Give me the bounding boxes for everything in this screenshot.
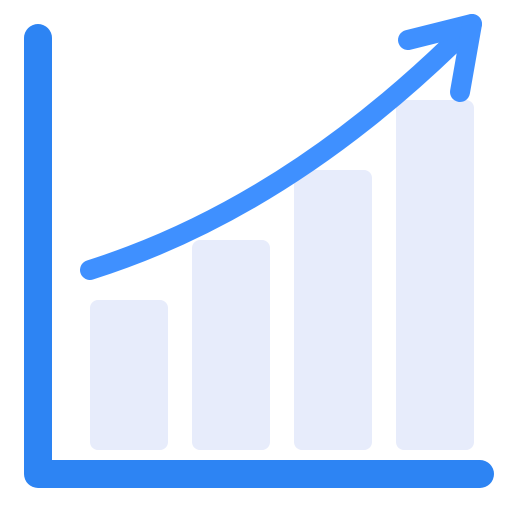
trend-arrow-right [460,24,472,92]
bar-4 [396,100,474,450]
growth-chart-icon [0,0,512,512]
bars-group [90,100,474,450]
bar-1 [90,300,168,450]
bar-3 [294,170,372,450]
bar-2 [192,240,270,450]
